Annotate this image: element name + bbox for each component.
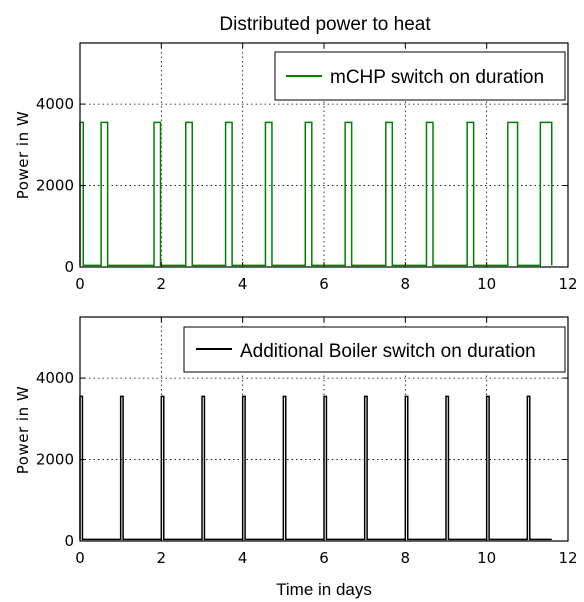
bottom-legend-box	[183, 326, 566, 373]
top-x-tick-label: 2	[157, 275, 167, 293]
top-x-tick-label: 0	[75, 275, 85, 293]
bottom-y-tick-label: 0	[64, 532, 74, 550]
bottom-x-tick-label: 6	[319, 549, 329, 567]
top-legend-label: mCHP switch on duration	[330, 67, 544, 88]
bottom-y-axis-label: Power in W	[14, 386, 32, 474]
bottom-legend: Additional Boiler switch on duration	[183, 326, 566, 373]
top-chart-title: Distributed power to heat	[219, 14, 431, 35]
top-series-line	[79, 121, 553, 267]
bottom-chart: Power in W Time in days Additional Boile…	[14, 316, 578, 599]
top-y-tick-label: 0	[64, 258, 74, 276]
bottom-x-axis-label: Time in days	[276, 580, 372, 599]
top-x-tick-label: 12	[558, 275, 577, 293]
bottom-x-tick-label: 8	[401, 549, 411, 567]
bottom-y-tick-label: 4000	[36, 369, 74, 387]
top-x-tick-label: 10	[477, 275, 496, 293]
top-y-tick-label: 2000	[36, 177, 74, 195]
top-x-tick-label: 4	[238, 275, 248, 293]
bottom-x-tick-label: 4	[238, 549, 248, 567]
top-legend: mCHP switch on duration	[274, 51, 566, 101]
top-chart: Distributed power to heat Power in W mCH…	[14, 14, 578, 293]
bottom-x-tick-label: 10	[477, 549, 496, 567]
top-x-tick-label: 8	[401, 275, 411, 293]
bottom-x-tick-label: 0	[75, 549, 85, 567]
top-x-tick-label: 6	[319, 275, 329, 293]
top-y-tick-label: 4000	[36, 95, 74, 113]
bottom-y-tick-label: 2000	[36, 451, 74, 469]
top-y-axis-label: Power in W	[14, 111, 32, 199]
bottom-x-tick-label: 2	[157, 549, 167, 567]
bottom-legend-label: Additional Boiler switch on duration	[240, 341, 536, 362]
bottom-x-tick-label: 12	[558, 549, 577, 567]
top-legend-box	[274, 51, 566, 101]
